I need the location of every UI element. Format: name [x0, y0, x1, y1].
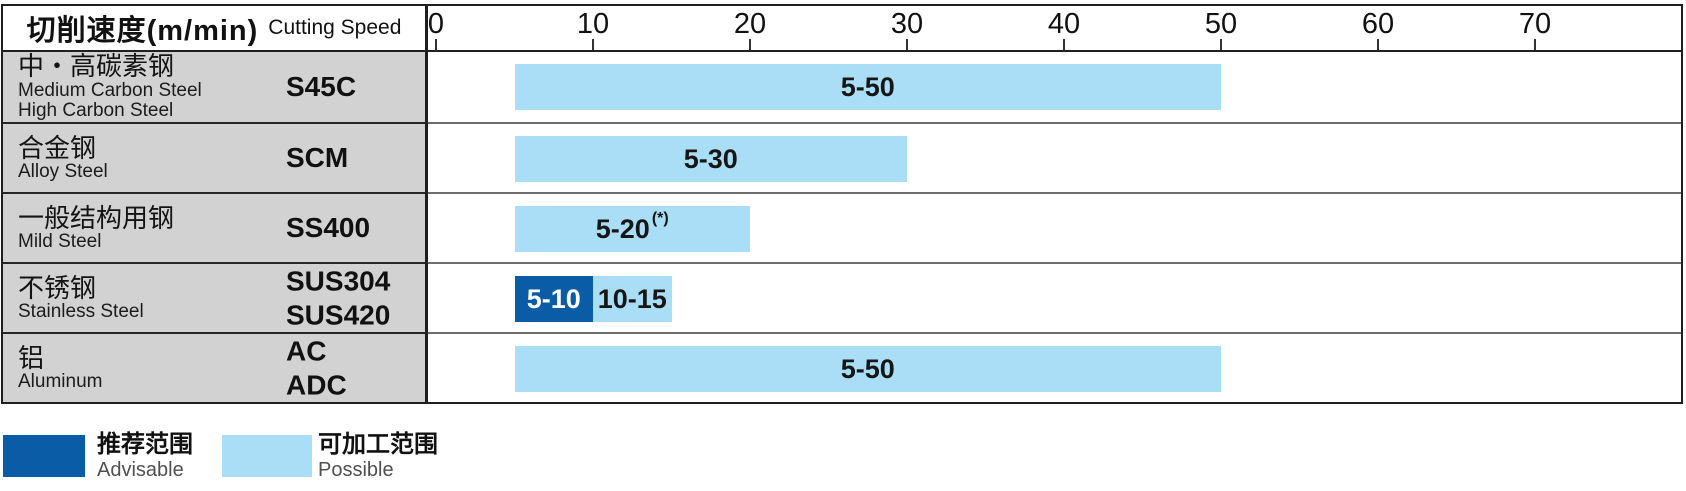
grade-line: SUS304	[286, 265, 391, 297]
material-name-en: Medium Carbon Steel	[18, 79, 202, 101]
material-cell: 一般结构用钢 Mild Steel SS400	[3, 192, 428, 262]
material-grade: S45C	[286, 70, 356, 104]
legend-label-cjk: 可加工范围	[318, 431, 438, 458]
material-grade: AC ADC	[286, 334, 347, 401]
speed-bar-track: 5-30	[428, 122, 1681, 192]
speed-bar-possible: 5-20 (*)	[514, 206, 750, 252]
grade-line: AC	[286, 335, 327, 367]
bar-footnote-marker: (*)	[651, 210, 669, 227]
legend-swatch-possible	[222, 435, 312, 477]
legend-swatch-advisable	[3, 435, 85, 477]
grade-line: SUS420	[286, 299, 391, 330]
table-row: 不锈钢 Stainless Steel SUS304 SUS420 5-10 10-15	[3, 262, 1681, 332]
axis-tick-label: 70	[1518, 8, 1552, 40]
material-cell: 合金钢 Alloy Steel SCM	[3, 122, 428, 192]
speed-bar-track: 5-20 (*)	[428, 192, 1681, 262]
speed-bar-track: 5-10 10-15	[428, 262, 1681, 332]
material-name-cjk: 不锈钢	[18, 272, 97, 303]
bar-label: 5-50	[840, 71, 895, 102]
axis-tick	[435, 39, 437, 50]
bar-label: 5-10	[526, 283, 581, 314]
bar-label: 5-30	[683, 143, 738, 174]
chart-title-en: Cutting Speed	[268, 16, 402, 39]
speed-bar-possible: 10-15	[593, 276, 672, 322]
axis-tick	[592, 39, 594, 50]
speed-bar-possible: 5-50	[514, 346, 1221, 392]
chart-table: 切削速度(m/min) Cutting Speed 0 10 20 30 40 50 60 7…	[1, 4, 1683, 404]
axis-tick	[1220, 39, 1222, 50]
legend-label-en: Advisable	[97, 458, 184, 481]
material-name-en: Aluminum	[18, 370, 103, 392]
table-row: 一般结构用钢 Mild Steel SS400 5-20 (*)	[3, 192, 1681, 262]
material-name-en: Alloy Steel	[18, 160, 108, 182]
material-grade: SS400	[286, 211, 370, 245]
axis-tick	[1377, 39, 1379, 50]
legend: 推荐范围 Advisable 可加工范围 Possible	[1, 431, 781, 489]
axis-tick-label: 60	[1361, 8, 1395, 40]
axis-tick-label: 20	[733, 8, 767, 40]
grade-line: ADC	[286, 369, 347, 400]
bar-label: 5-50	[840, 353, 895, 384]
material-name-cjk: 合金钢	[18, 132, 97, 163]
axis-tick	[1063, 39, 1065, 50]
speed-bar-possible: 5-30	[514, 136, 907, 182]
axis-tick-label: 40	[1047, 8, 1081, 40]
bar-label: 5-20	[595, 213, 650, 244]
legend-label: 可加工范围 Possible	[318, 431, 438, 481]
axis-tick-label: 0	[427, 8, 445, 40]
material-cell: 不锈钢 Stainless Steel SUS304 SUS420	[3, 262, 428, 332]
material-name-cjk: 一般结构用钢	[18, 202, 175, 233]
speed-bar-advisable: 5-10	[514, 276, 593, 322]
chart-title-cjk: 切削速度(m/min)	[26, 15, 259, 47]
material-name-en: Mild Steel	[18, 230, 102, 252]
material-grade: SCM	[286, 141, 348, 175]
chart-title-cell: 切削速度(m/min) Cutting Speed	[3, 6, 428, 50]
axis-tick-label: 10	[576, 8, 610, 40]
axis-tick-label: 50	[1204, 8, 1238, 40]
grade-line: SS400	[286, 212, 371, 244]
table-body: 中・高碳素钢 Medium Carbon Steel High Carbon Ste…	[3, 52, 1681, 402]
material-cell: 铝 Aluminum AC ADC	[3, 332, 428, 402]
material-name-en: High Carbon Steel	[18, 100, 174, 122]
material-grade: SUS304 SUS420	[286, 264, 390, 331]
header-row: 切削速度(m/min) Cutting Speed 0 10 20 30 40 50 60 7…	[3, 6, 1681, 52]
table-row: 合金钢 Alloy Steel SCM 5-30	[3, 122, 1681, 192]
grade-line: S45C	[286, 71, 357, 103]
table-row: 中・高碳素钢 Medium Carbon Steel High Carbon Ste…	[3, 52, 1681, 122]
axis-tick	[749, 39, 751, 50]
x-axis: 0 10 20 30 40 50 60 70	[428, 6, 1681, 50]
axis-tick-label: 30	[890, 8, 924, 40]
legend-label-en: Possible	[318, 458, 394, 481]
material-name-cjk: 中・高碳素钢	[18, 51, 175, 82]
table-row: 铝 Aluminum AC ADC 5-50	[3, 332, 1681, 402]
material-name-en: Stainless Steel	[18, 300, 144, 322]
bar-label: 10-15	[597, 283, 667, 314]
grade-line: SCM	[286, 142, 349, 174]
speed-bar-track: 5-50	[428, 52, 1681, 122]
legend-label-cjk: 推荐范围	[97, 431, 193, 458]
material-name-cjk: 铝	[18, 342, 45, 373]
legend-label: 推荐范围 Advisable	[97, 431, 193, 481]
axis-tick	[1534, 39, 1536, 50]
speed-bar-possible: 5-50	[514, 64, 1221, 110]
speed-bar-track: 5-50	[428, 332, 1681, 402]
axis-tick	[906, 39, 908, 50]
material-cell: 中・高碳素钢 Medium Carbon Steel High Carbon Ste…	[3, 52, 428, 122]
